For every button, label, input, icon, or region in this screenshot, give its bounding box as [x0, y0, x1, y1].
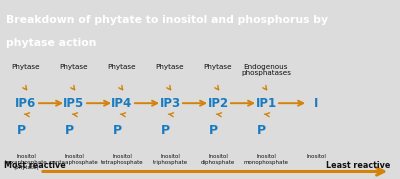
Text: Phytase: Phytase — [12, 64, 40, 70]
Text: IP2: IP2 — [208, 97, 228, 110]
Text: Inositol
diphosphate: Inositol diphosphate — [201, 154, 235, 165]
Text: P: P — [257, 124, 266, 137]
Text: P: P — [17, 124, 26, 137]
Text: Least reactive: Least reactive — [326, 161, 390, 170]
Text: IP3: IP3 — [160, 97, 180, 110]
Text: P: P — [113, 124, 122, 137]
Text: IP5: IP5 — [63, 97, 85, 110]
Text: Phytase: Phytase — [60, 64, 88, 70]
Text: Inositol
monophosphate: Inositol monophosphate — [244, 154, 288, 165]
Text: P: P — [65, 124, 74, 137]
Text: P: P — [161, 124, 170, 137]
Text: IP1: IP1 — [256, 97, 276, 110]
Text: Inositol
pentaaphosphate: Inositol pentaaphosphate — [50, 154, 98, 165]
Text: Inositol
tetraphosphate: Inositol tetraphosphate — [101, 154, 143, 165]
Text: IP6: IP6 — [15, 97, 37, 110]
Text: Most reactive: Most reactive — [4, 161, 66, 170]
Text: I: I — [314, 97, 318, 110]
Text: Inositol
hexaphosphate
(phytate): Inositol hexaphosphate (phytate) — [5, 154, 47, 170]
Text: IP4: IP4 — [111, 97, 133, 110]
Text: P: P — [209, 124, 218, 137]
Text: Phytase: Phytase — [108, 64, 136, 70]
Text: Phytase: Phytase — [204, 64, 232, 70]
Text: Phytase: Phytase — [156, 64, 184, 70]
Text: Breakdown of phytate to inositol and phosphorus by: Breakdown of phytate to inositol and pho… — [6, 15, 328, 25]
Text: Endogenous
phosphatases: Endogenous phosphatases — [241, 64, 291, 76]
Text: Inositol
triphosphate: Inositol triphosphate — [152, 154, 188, 165]
Text: Inositol: Inositol — [306, 154, 326, 159]
Text: phytase action: phytase action — [6, 38, 96, 48]
